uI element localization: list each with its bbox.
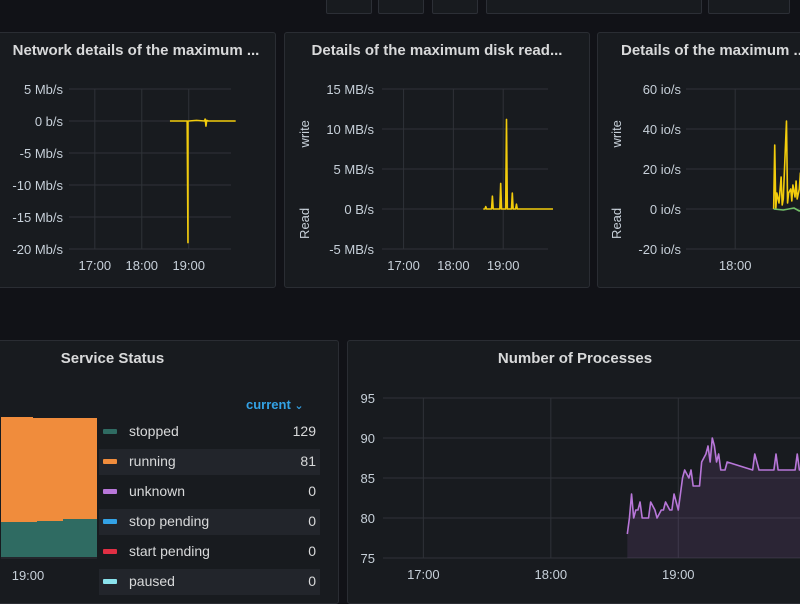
- x-tick-label: 19:00: [662, 567, 695, 582]
- chevron-down-icon: ⌄: [294, 400, 304, 412]
- top-toolbar: [0, 0, 800, 22]
- service-stacked-chart: 19:00: [1, 417, 97, 583]
- y-tick-label: 0 io/s: [650, 202, 682, 217]
- series-line-0: [772, 120, 800, 210]
- legend-header-label: current: [246, 397, 291, 412]
- y-tick-label: 5 Mb/s: [24, 82, 64, 97]
- y-tick-label: 90: [361, 431, 375, 446]
- x-tick-label: 19:00: [487, 258, 520, 273]
- y-tick-label: -5 Mb/s: [20, 146, 64, 161]
- service-status-panel: Service Status 19:00 current ⌄ stopped 12…: [0, 340, 339, 604]
- legend-sort-header[interactable]: current ⌄: [246, 397, 304, 412]
- network-chart: 5 Mb/s 0 b/s -5 Mb/s -10 Mb/s -15 Mb/s -20 Mb…: [12, 82, 236, 273]
- toolbar-button[interactable]: [708, 0, 790, 14]
- y-tick-label: 20 io/s: [643, 162, 682, 177]
- panel-title[interactable]: Network details of the maximum ...: [12, 42, 260, 59]
- legend-item-paused[interactable]: paused 0: [99, 569, 320, 595]
- x-tick-label: 19:00: [12, 568, 45, 583]
- legend-item-name: stopped: [129, 423, 179, 439]
- legend-item-stopped[interactable]: stopped 129: [99, 419, 320, 445]
- legend-item-name: running: [129, 453, 176, 469]
- y-tick-label: 85: [361, 471, 375, 486]
- legend-item-name: start pending: [129, 543, 210, 559]
- running-area: [1, 417, 97, 522]
- y-axis-label-bottom: Read: [609, 208, 624, 239]
- legend-color-swatch: [103, 579, 117, 584]
- legend-item-value: 129: [292, 423, 316, 439]
- toolbar-button[interactable]: [326, 0, 372, 14]
- disk-chart: 15 MB/s 10 MB/s 5 MB/s 0 B/s -5 MB/s 17:00 18:…: [297, 82, 553, 273]
- series-line-1: [773, 207, 800, 212]
- legend-item-name: paused: [129, 573, 175, 589]
- processes-chart: 95 90 85 80 75 17:00 18:00 19:00: [361, 391, 800, 582]
- y-axis-label-top: write: [609, 120, 624, 148]
- disk-panel: Details of the maximum disk read... 15 M…: [284, 32, 590, 288]
- series-line-0: [483, 118, 553, 210]
- x-tick-label: 19:00: [172, 258, 205, 273]
- processes-panel: Number of Processes 95 90 85 80 75 17:00 18:00…: [347, 340, 800, 604]
- legend-item-value: 0: [308, 543, 316, 559]
- legend-color-swatch: [103, 489, 117, 494]
- legend-item-name: unknown: [129, 483, 186, 499]
- panel-title[interactable]: Details of the maximum ...: [621, 42, 800, 59]
- iops-chart: 60 io/s 40 io/s 20 io/s 0 io/s -20 io/s 18:00…: [609, 82, 800, 273]
- legend-item-value: 0: [308, 483, 316, 499]
- legend-item-stop-pending[interactable]: stop pending 0: [99, 509, 320, 535]
- legend-item-value: 0: [308, 513, 316, 529]
- x-tick-label: 17:00: [79, 258, 112, 273]
- series-line-0: [626, 437, 800, 535]
- x-tick-label: 18:00: [535, 567, 568, 582]
- y-tick-label: 75: [361, 551, 375, 566]
- network-panel: Network details of the maximum ... 5 Mb/…: [0, 32, 276, 288]
- y-tick-label: 0 b/s: [35, 114, 64, 129]
- y-tick-label: 0 B/s: [344, 202, 374, 217]
- toolbar-button[interactable]: [378, 0, 424, 14]
- x-tick-label: 17:00: [407, 567, 440, 582]
- legend-item-value: 81: [300, 453, 316, 469]
- panel-title[interactable]: Details of the maximum disk read...: [311, 42, 563, 59]
- y-tick-label: 5 MB/s: [334, 162, 375, 177]
- y-tick-label: 10 MB/s: [326, 122, 374, 137]
- y-tick-label: 40 io/s: [643, 122, 682, 137]
- y-axis-label-bottom: Read: [297, 208, 312, 239]
- y-tick-label: 15 MB/s: [326, 82, 374, 97]
- legend-item-start-pending[interactable]: start pending 0: [99, 539, 320, 565]
- legend-item-unknown[interactable]: unknown 0: [99, 479, 320, 505]
- legend-color-swatch: [103, 519, 117, 524]
- panel-title[interactable]: Service Status: [60, 350, 165, 367]
- legend-color-swatch: [103, 459, 117, 464]
- series-line-0: [169, 118, 236, 244]
- panel-title[interactable]: Number of Processes: [497, 350, 653, 367]
- x-tick-label: 17:00: [387, 258, 420, 273]
- y-tick-label: -10 Mb/s: [12, 178, 63, 193]
- series-area-fill: [627, 438, 800, 558]
- x-tick-label: 18:00: [719, 258, 752, 273]
- y-tick-label: -5 MB/s: [329, 242, 374, 257]
- x-tick-label: 18:00: [437, 258, 470, 273]
- legend-item-value: 0: [308, 573, 316, 589]
- y-axis-label-top: write: [297, 120, 312, 148]
- y-tick-label: 95: [361, 391, 375, 406]
- x-tick-label: 18:00: [126, 258, 159, 273]
- stopped-area: [1, 519, 97, 557]
- iops-panel: Details of the maximum ... 60 io/s 40 io/…: [597, 32, 800, 288]
- y-tick-label: -20 io/s: [638, 242, 681, 257]
- legend-item-running[interactable]: running 81: [99, 449, 320, 475]
- legend-color-swatch: [103, 429, 117, 434]
- y-tick-label: -20 Mb/s: [12, 242, 63, 257]
- y-tick-label: -15 Mb/s: [12, 210, 63, 225]
- legend-item-name: stop pending: [129, 513, 210, 529]
- toolbar-button[interactable]: [432, 0, 478, 14]
- y-tick-label: 60 io/s: [643, 82, 682, 97]
- time-range-picker[interactable]: [486, 0, 702, 14]
- legend-color-swatch: [103, 549, 117, 554]
- y-tick-label: 80: [361, 511, 375, 526]
